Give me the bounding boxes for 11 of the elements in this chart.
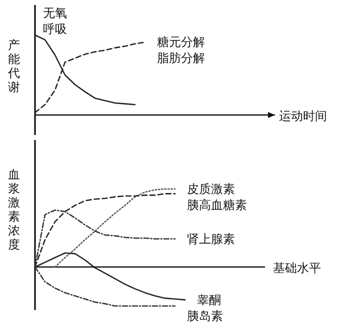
series-label: 皮质激素 (187, 182, 235, 196)
series-label: 肾上腺素 (187, 232, 235, 246)
series-label: 睾酮 (197, 292, 221, 307)
series-label: 胰岛素 (187, 308, 223, 323)
x-axis-title: 运动时间 (279, 109, 327, 123)
series-label: 胰高血糖素 (187, 198, 247, 212)
y-axis-title: 血浆激素浓度 (8, 168, 20, 252)
series-label: 无氧呼吸 (43, 6, 67, 36)
y-axis-title: 产能代谢 (7, 38, 20, 94)
series-label: 糖元分解脂肪分解 (157, 35, 205, 66)
ref-line-label: 基础水平 (273, 261, 321, 275)
